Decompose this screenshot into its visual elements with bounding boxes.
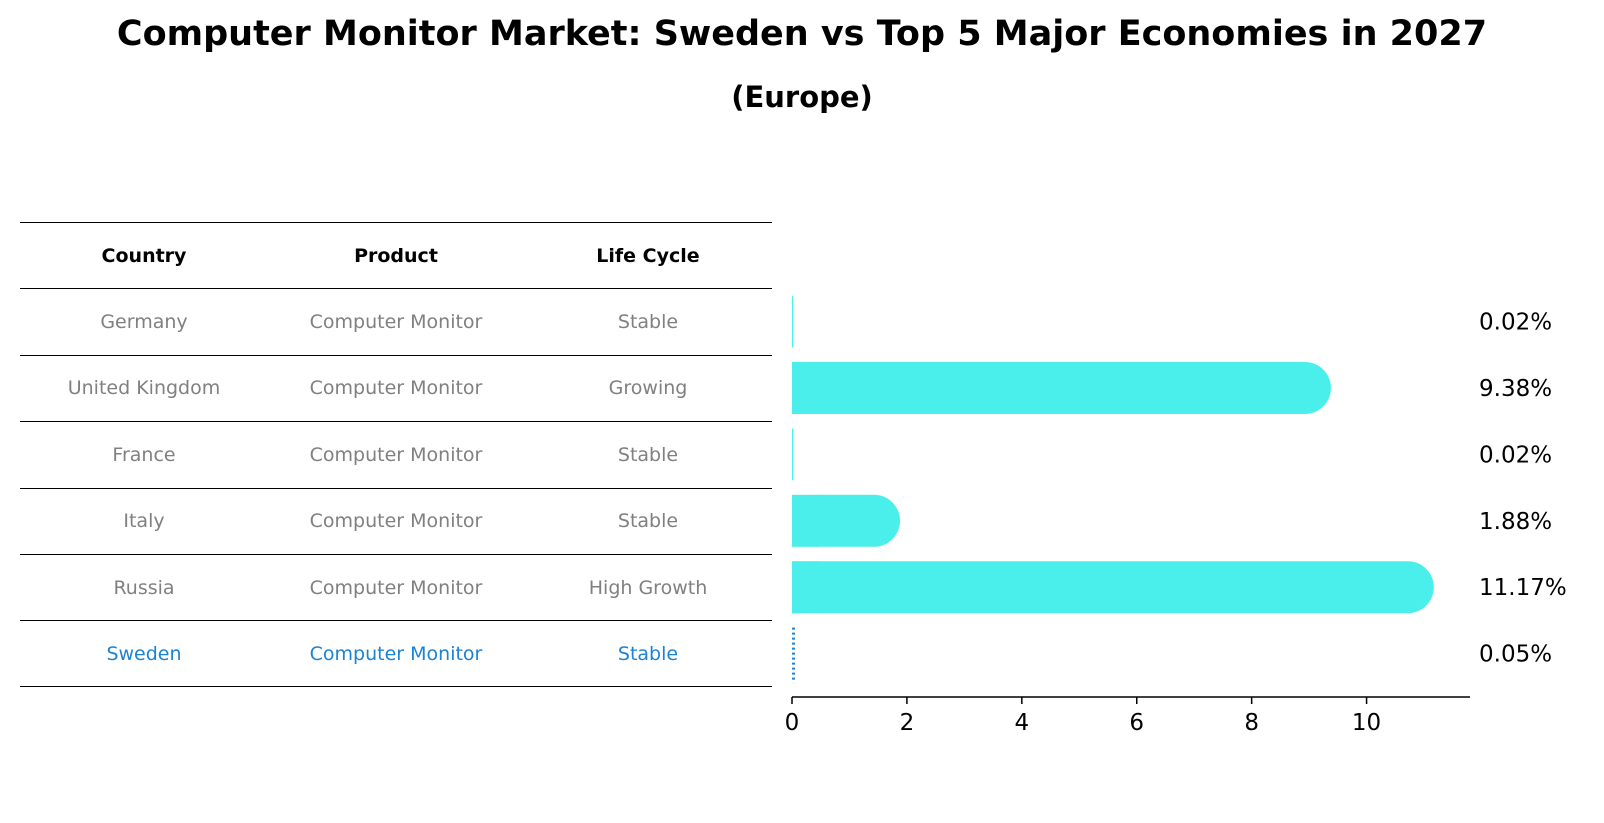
table-row: Germany Computer Monitor Stable (20, 288, 772, 354)
x-tick-label: 8 (1244, 710, 1259, 736)
cell-life-cycle: Stable (617, 443, 679, 466)
bar (792, 494, 901, 547)
value-label: 0.02% (1479, 442, 1552, 468)
cell-product: Computer Monitor (309, 510, 483, 533)
header-product: Product (354, 244, 438, 267)
cell-product: Computer Monitor (309, 311, 483, 334)
value-label: 11.17% (1479, 575, 1567, 601)
x-tick-label: 4 (1015, 710, 1030, 736)
cell-product: Computer Monitor (309, 576, 483, 599)
bar-square-end (792, 362, 818, 414)
x-tick-label: 0 (785, 710, 800, 736)
table-row-highlight: Sweden Computer Monitor Stable (20, 620, 772, 687)
bar-square-end (792, 561, 818, 614)
header-country: Country (101, 244, 187, 267)
cell-life-cycle: Stable (617, 642, 679, 665)
cell-country: Germany (100, 311, 188, 334)
cell-life-cycle: Stable (617, 510, 679, 533)
cell-country: France (112, 443, 176, 466)
value-label: 0.05% (1479, 642, 1552, 668)
x-tick-label: 10 (1352, 710, 1381, 736)
bar (792, 362, 1331, 414)
cell-country: Italy (123, 510, 165, 533)
bar (792, 428, 794, 481)
x-tick-label: 6 (1129, 710, 1144, 736)
bar (792, 561, 1434, 614)
data-table: Country Product Life Cycle Germany Compu… (20, 222, 772, 687)
cell-product: Computer Monitor (309, 642, 483, 665)
cell-life-cycle: Growing (608, 377, 688, 400)
value-label: 1.88% (1479, 509, 1552, 535)
cell-country: United Kingdom (67, 377, 221, 400)
cell-country: Russia (113, 576, 175, 599)
cell-country: Sweden (106, 642, 182, 665)
bar-square-end (792, 494, 818, 547)
value-label: 0.02% (1479, 310, 1552, 336)
value-label: 9.38% (1479, 376, 1552, 402)
header-life-cycle: Life Cycle (596, 244, 700, 267)
chart-subtitle: (Europe) (731, 80, 873, 114)
x-tick-label: 2 (900, 710, 915, 736)
table-row: Russia Computer Monitor High Growth (20, 553, 772, 620)
cell-product: Computer Monitor (309, 377, 483, 400)
table-row: United Kingdom Computer Monitor Growing (20, 354, 772, 421)
bar (792, 295, 794, 348)
table-row: France Computer Monitor Stable (20, 421, 772, 487)
cell-life-cycle: Stable (617, 311, 679, 334)
table-row: Italy Computer Monitor Stable (20, 487, 772, 554)
table-header-row: Country Product Life Cycle (20, 222, 772, 288)
cell-product: Computer Monitor (309, 443, 483, 466)
chart-title: Computer Monitor Market: Sweden vs Top 5… (116, 14, 1488, 54)
cell-life-cycle: High Growth (588, 576, 708, 599)
